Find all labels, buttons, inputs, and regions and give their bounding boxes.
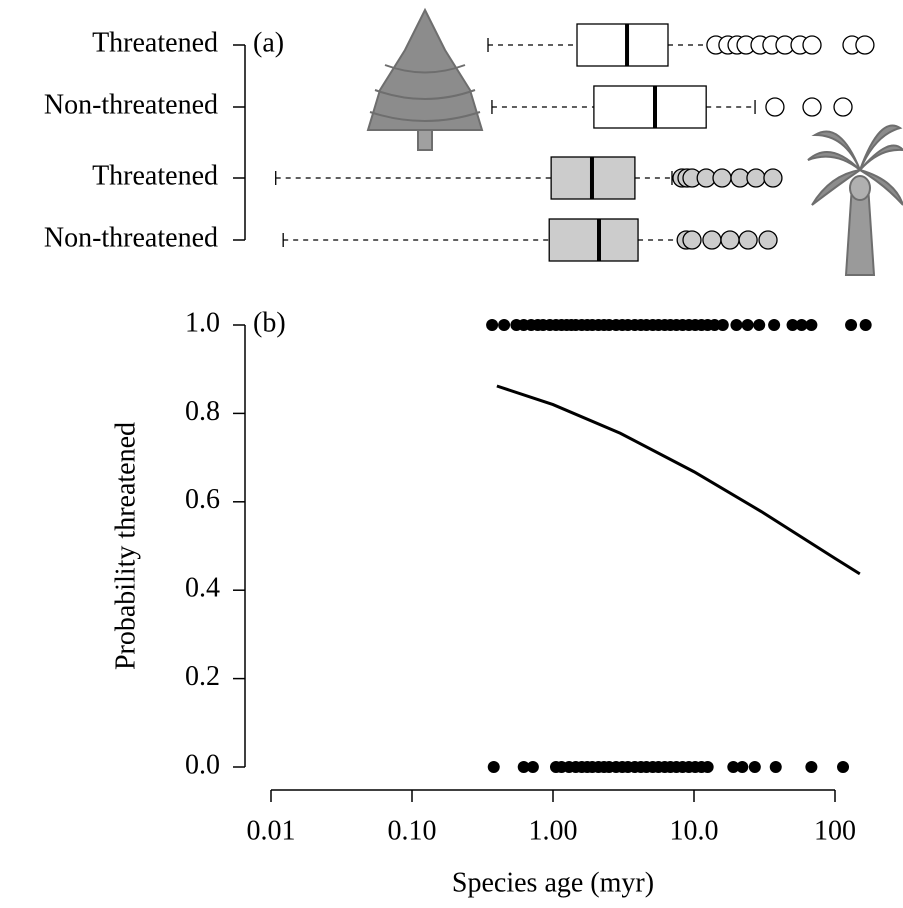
outlier <box>682 230 702 250</box>
panel-label: (a) <box>253 27 284 58</box>
x-tick-label: 0.01 <box>247 815 296 846</box>
point <box>486 319 499 331</box>
y-axis-label: Probability threatened <box>110 422 141 670</box>
point <box>517 761 530 773</box>
outlier <box>833 97 853 117</box>
point <box>859 319 872 331</box>
point <box>487 761 500 773</box>
point <box>805 761 818 773</box>
y-tick-label: 0.8 <box>185 396 220 427</box>
box <box>548 218 639 262</box>
outlier <box>802 35 822 55</box>
outlier <box>758 230 778 250</box>
point <box>805 319 818 331</box>
point <box>526 761 539 773</box>
point <box>748 761 761 773</box>
box <box>593 85 707 129</box>
point <box>768 319 781 331</box>
box <box>576 23 669 67</box>
outlier <box>738 230 758 250</box>
point <box>753 319 766 331</box>
point <box>716 319 729 331</box>
category-label: Threatened <box>92 27 218 58</box>
outlier <box>702 230 722 250</box>
outlier <box>763 168 783 188</box>
x-tick-label: 10.0 <box>670 815 719 846</box>
y-tick-label: 0.2 <box>185 661 220 692</box>
point <box>730 319 743 331</box>
outlier <box>765 97 785 117</box>
outlier <box>802 97 822 117</box>
x-tick-label: 0.10 <box>388 815 437 846</box>
category-label: Non-threatened <box>44 222 218 253</box>
point <box>727 761 740 773</box>
x-tick-label: 1.00 <box>529 815 578 846</box>
point <box>498 319 511 331</box>
category-label: Threatened <box>92 160 218 191</box>
x-axis-label: Species age (myr) <box>452 867 654 898</box>
point <box>736 761 749 773</box>
point <box>769 761 782 773</box>
y-tick-label: 1.0 <box>185 307 220 338</box>
point <box>741 319 754 331</box>
fit-line <box>496 384 861 576</box>
outlier <box>746 168 766 188</box>
point <box>837 761 850 773</box>
point <box>786 319 799 331</box>
x-tick-label: 100 <box>814 815 856 846</box>
conifer-icon <box>366 7 484 151</box>
palm-icon <box>807 124 903 276</box>
y-tick-label: 0.0 <box>185 749 220 780</box>
outlier <box>720 230 740 250</box>
y-tick-label: 0.4 <box>185 573 220 604</box>
outlier <box>855 35 875 55</box>
panel-label: (b) <box>253 307 286 338</box>
point <box>795 319 808 331</box>
category-label: Non-threatened <box>44 89 218 120</box>
point <box>701 761 714 773</box>
outlier <box>712 168 732 188</box>
y-tick-label: 0.6 <box>185 484 220 515</box>
point <box>845 319 858 331</box>
